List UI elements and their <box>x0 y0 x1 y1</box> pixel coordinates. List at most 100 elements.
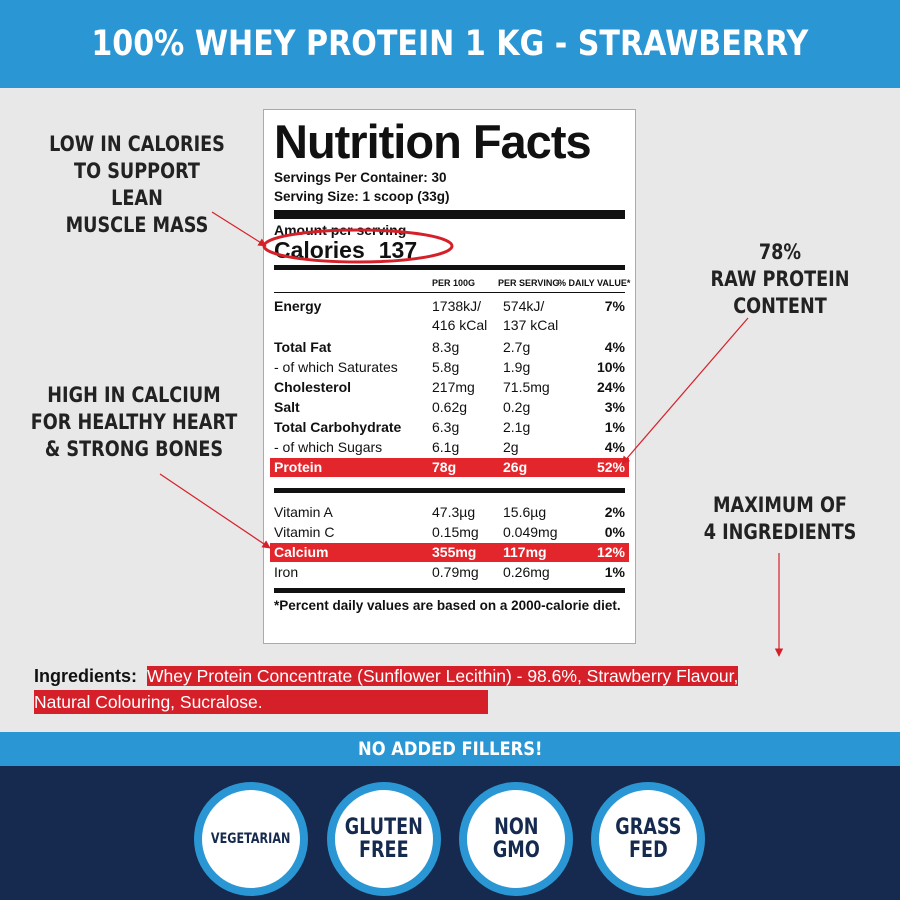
serving-size: Serving Size: 1 scoop (33g) <box>274 189 450 204</box>
nutrient-row: Cholesterol 217mg 71.5mg 24% <box>274 377 625 397</box>
badge-text: VEGETARIAN <box>211 831 291 847</box>
per-100g-value: 1738kJ/416 kCal <box>432 298 488 333</box>
per-100g-value: 355mg <box>432 544 477 560</box>
per-serving-value: 0.049mg <box>503 523 558 540</box>
nutrient-name: Iron <box>274 563 299 580</box>
ingredients-section: Ingredients: Whey Protein Concentrate (Su… <box>34 664 874 714</box>
no-fillers-text: NO ADDED FILLERS! <box>357 738 543 760</box>
calories-label: Calories <box>274 237 365 263</box>
per-100g-value: 47.3µg <box>432 503 476 520</box>
per-serving-value: 2g <box>503 438 519 455</box>
nutrient-name: Cholesterol <box>274 378 352 395</box>
column-headers: PER 100G PER SERVING % DAILY VALUE* <box>274 276 631 290</box>
page-title: 100% WHEY PROTEIN 1 KG - STRAWBERRY <box>91 24 809 64</box>
per-100g-value: 6.1g <box>432 438 460 455</box>
col-daily-value: % DAILY VALUE* <box>558 278 631 288</box>
ingredients-label: Ingredients: <box>34 666 138 686</box>
bottom-panel <box>0 766 900 900</box>
badge-inner: VEGETARIAN <box>202 790 300 888</box>
per-serving-value: 0.2g <box>503 398 531 415</box>
vitamin-row: Iron 0.79mg 0.26mg 1% <box>274 562 625 582</box>
callout-low-calories: LOW IN CALORIES TO SUPPORT LEAN MUSCLE M… <box>49 132 225 237</box>
badge-non-gmo: NON GMO <box>459 782 573 896</box>
nutrient-name: - of which Saturates <box>274 358 398 375</box>
nutrient-row: Salt 0.62g 0.2g 3% <box>274 397 625 417</box>
col-per-100g: PER 100G <box>432 278 476 288</box>
badge-text: GRASS FED <box>614 815 682 863</box>
daily-value: 12% <box>596 544 625 560</box>
nutrient-row: Total Carbohydrate 6.3g 2.1g 1% <box>274 417 625 437</box>
daily-value: 4% <box>604 438 625 455</box>
arrow-protein <box>621 317 749 465</box>
nutrient-name: Energy <box>274 298 322 314</box>
vitamin-row: Vitamin C 0.15mg 0.049mg 0% <box>274 522 625 542</box>
calories-value: 137 <box>378 237 418 263</box>
vitamin-row: Vitamin A 47.3µg 15.6µg 2% <box>274 502 625 522</box>
daily-value: 24% <box>596 378 625 395</box>
divider-thick <box>274 210 625 219</box>
per-100g-value: 8.3g <box>432 338 460 355</box>
per-100g-value: 6.3g <box>432 418 460 435</box>
per-100g-value: 78g <box>432 459 457 475</box>
divider-mid <box>274 265 625 270</box>
nutrient-row: - of which Saturates 5.8g 1.9g 10% <box>274 357 625 377</box>
nutrient-row-protein: Protein 78g 26g 52% <box>270 458 629 477</box>
per-serving-value: 2.7g <box>503 338 531 355</box>
per-100g-value: 0.79mg <box>432 563 479 580</box>
callout-protein: 78% RAW PROTEIN CONTENT <box>710 240 850 318</box>
badge-vegetarian: VEGETARIAN <box>194 782 308 896</box>
per-serving-value: 117mg <box>503 544 547 560</box>
daily-value: 52% <box>596 459 625 475</box>
daily-value: 3% <box>604 398 625 415</box>
per-serving-value: 574kJ/137 kCal <box>503 298 559 333</box>
ingredients-line-1: Whey Protein Concentrate (Sunflower Leci… <box>147 666 739 686</box>
per-100g-value: 0.15mg <box>432 523 479 540</box>
daily-value: 4% <box>604 338 625 355</box>
per-serving-value: 15.6µg <box>503 503 547 520</box>
servings-per-container: Servings Per Container: 30 <box>274 170 447 185</box>
ingredients-line-2: Natural Colouring, Sucralose. <box>34 690 488 714</box>
calories-line: Calories 137 <box>274 238 625 262</box>
badge-text: NON GMO <box>492 815 540 863</box>
per-serving-value: 1.9g <box>503 358 531 375</box>
arrow-calcium <box>159 473 271 549</box>
daily-value: 7% <box>604 298 625 314</box>
callout-ingredients-max: MAXIMUM OF 4 INGREDIENTS <box>703 493 857 544</box>
nutrient-row-energy: Energy 1738kJ/416 kCal 574kJ/137 kCal 7% <box>274 297 625 337</box>
callout-calcium: HIGH IN CALCIUM FOR HEALTHY HEART & STRO… <box>30 383 238 461</box>
nutrient-name: Total Carbohydrate <box>274 418 402 435</box>
nutrient-name: Salt <box>274 398 300 415</box>
per-100g-value: 217mg <box>432 378 475 395</box>
badge-gluten-free: GLUTEN FREE <box>327 782 441 896</box>
nutrient-name: Vitamin A <box>274 503 333 520</box>
nutrient-name: Vitamin C <box>274 523 335 540</box>
per-serving-value: 2.1g <box>503 418 531 435</box>
badge-grass-fed: GRASS FED <box>591 782 705 896</box>
divider-thin <box>274 292 625 293</box>
badge-text: GLUTEN FREE <box>344 815 424 863</box>
nutrient-name: - of which Sugars <box>274 438 383 455</box>
per-serving-value: 26g <box>503 459 528 475</box>
daily-value: 0% <box>604 523 625 540</box>
nutrient-row: Total Fat 8.3g 2.7g 4% <box>274 337 625 357</box>
badge-inner: GLUTEN FREE <box>335 790 433 888</box>
daily-value: 2% <box>604 503 625 520</box>
footnote: *Percent daily values are based on a 200… <box>274 598 621 613</box>
nutrient-name: Protein <box>274 459 323 475</box>
daily-value: 10% <box>596 358 625 375</box>
per-100g-value: 0.62g <box>432 398 468 415</box>
per-serving-value: 0.26mg <box>503 563 550 580</box>
nutrient-name: Total Fat <box>274 338 332 355</box>
vitamin-row-calcium: Calcium 355mg 117mg 12% <box>270 543 629 562</box>
divider-mid <box>274 488 625 493</box>
nutrient-row: - of which Sugars 6.1g 2g 4% <box>274 437 625 457</box>
no-fillers-banner: NO ADDED FILLERS! <box>0 732 900 766</box>
badge-inner: GRASS FED <box>599 790 697 888</box>
col-per-serving: PER SERVING <box>498 278 560 288</box>
per-100g-value: 5.8g <box>432 358 460 375</box>
nutrition-label: Nutrition Facts Servings Per Container: … <box>263 109 636 644</box>
per-serving-value: 71.5mg <box>503 378 550 395</box>
badge-inner: NON GMO <box>467 790 565 888</box>
daily-value: 1% <box>604 418 625 435</box>
title-banner: 100% WHEY PROTEIN 1 KG - STRAWBERRY <box>0 0 900 88</box>
